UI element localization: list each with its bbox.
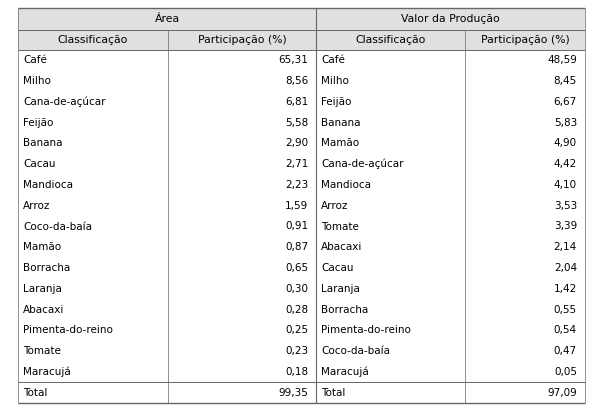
Text: 0,47: 0,47 <box>554 346 577 356</box>
Text: 8,56: 8,56 <box>285 76 308 86</box>
Text: 8,45: 8,45 <box>554 76 577 86</box>
Text: Participação (%): Participação (%) <box>198 35 286 45</box>
Text: Borracha: Borracha <box>23 263 70 273</box>
Text: 0,05: 0,05 <box>554 367 577 377</box>
Text: Abacaxi: Abacaxi <box>23 304 64 315</box>
Text: 2,90: 2,90 <box>285 138 308 149</box>
Text: Coco-da-baía: Coco-da-baía <box>321 346 390 356</box>
Text: 0,55: 0,55 <box>554 304 577 315</box>
Text: Feijão: Feijão <box>321 97 352 107</box>
Text: 0,65: 0,65 <box>285 263 308 273</box>
Text: Feijão: Feijão <box>23 118 54 128</box>
Text: Mandioca: Mandioca <box>23 180 73 190</box>
Text: Mamão: Mamão <box>321 138 359 149</box>
Text: Milho: Milho <box>321 76 349 86</box>
Text: 0,18: 0,18 <box>285 367 308 377</box>
Text: Participação (%): Participação (%) <box>481 35 569 45</box>
Text: 5,83: 5,83 <box>554 118 577 128</box>
Text: Café: Café <box>321 55 345 65</box>
Text: Pimenta-do-reino: Pimenta-do-reino <box>23 325 113 335</box>
Text: 0,23: 0,23 <box>285 346 308 356</box>
Text: 2,71: 2,71 <box>285 159 308 169</box>
Text: Arroz: Arroz <box>321 201 349 211</box>
Text: Banana: Banana <box>321 118 361 128</box>
Text: Pimenta-do-reino: Pimenta-do-reino <box>321 325 411 335</box>
Text: Borracha: Borracha <box>321 304 368 315</box>
Text: 6,67: 6,67 <box>554 97 577 107</box>
Text: 65,31: 65,31 <box>278 55 308 65</box>
Text: Tomate: Tomate <box>321 222 359 231</box>
Text: Maracujá: Maracujá <box>321 367 369 377</box>
Text: Arroz: Arroz <box>23 201 51 211</box>
Text: 4,90: 4,90 <box>554 138 577 149</box>
Text: 2,04: 2,04 <box>554 263 577 273</box>
Text: Total: Total <box>23 388 48 398</box>
Text: Mamão: Mamão <box>23 242 61 252</box>
Text: 5,58: 5,58 <box>285 118 308 128</box>
Text: Maracujá: Maracujá <box>23 367 71 377</box>
Text: Valor da Produção: Valor da Produção <box>401 14 500 24</box>
Text: Cacau: Cacau <box>321 263 353 273</box>
Text: 97,09: 97,09 <box>547 388 577 398</box>
Text: Mandioca: Mandioca <box>321 180 371 190</box>
Text: 99,35: 99,35 <box>278 388 308 398</box>
Text: Classificação: Classificação <box>58 35 128 45</box>
Text: Coco-da-baía: Coco-da-baía <box>23 222 92 231</box>
Text: Tomate: Tomate <box>23 346 61 356</box>
Text: Área: Área <box>155 14 180 24</box>
Text: Cacau: Cacau <box>23 159 55 169</box>
Text: 0,87: 0,87 <box>285 242 308 252</box>
Text: 6,81: 6,81 <box>285 97 308 107</box>
Text: 0,30: 0,30 <box>285 284 308 294</box>
Text: Milho: Milho <box>23 76 51 86</box>
Text: Laranja: Laranja <box>321 284 360 294</box>
Text: Classificação: Classificação <box>355 35 425 45</box>
Text: 4,10: 4,10 <box>554 180 577 190</box>
Text: 0,91: 0,91 <box>285 222 308 231</box>
Text: 0,25: 0,25 <box>285 325 308 335</box>
Text: 1,59: 1,59 <box>285 201 308 211</box>
Text: 3,39: 3,39 <box>554 222 577 231</box>
Bar <box>18 8 585 30</box>
Text: 4,42: 4,42 <box>554 159 577 169</box>
Text: Total: Total <box>321 388 345 398</box>
Text: 3,53: 3,53 <box>554 201 577 211</box>
Text: Laranja: Laranja <box>23 284 62 294</box>
Bar <box>18 30 585 50</box>
Text: Banana: Banana <box>23 138 62 149</box>
Text: 48,59: 48,59 <box>547 55 577 65</box>
Text: Café: Café <box>23 55 47 65</box>
Text: 2,23: 2,23 <box>285 180 308 190</box>
Text: 0,54: 0,54 <box>554 325 577 335</box>
Text: 2,14: 2,14 <box>554 242 577 252</box>
Text: 1,42: 1,42 <box>554 284 577 294</box>
Text: 0,28: 0,28 <box>285 304 308 315</box>
Text: Cana-de-açúcar: Cana-de-açúcar <box>23 97 105 107</box>
Text: Abacaxi: Abacaxi <box>321 242 362 252</box>
Text: Cana-de-açúcar: Cana-de-açúcar <box>321 159 403 169</box>
